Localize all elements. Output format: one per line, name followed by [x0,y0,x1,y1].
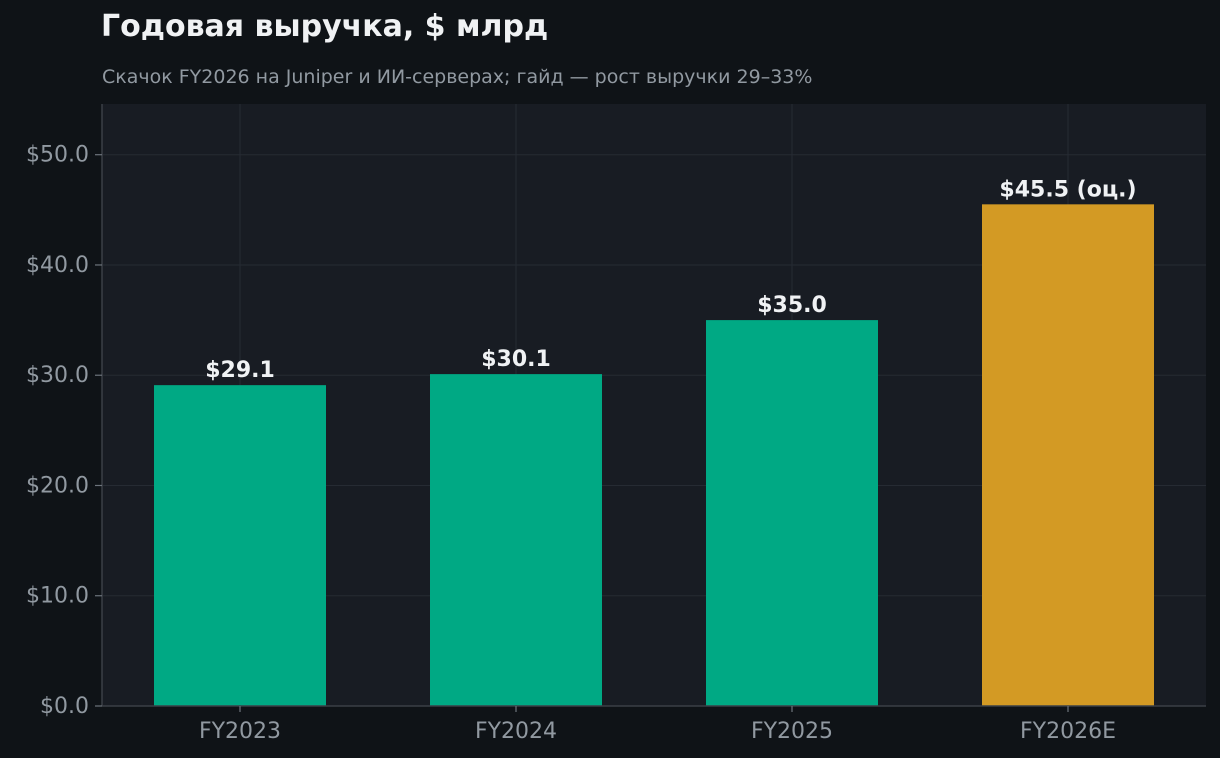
y-tick-label: $20.0 [26,473,89,498]
bar-fy2025 [706,320,878,706]
bar-fy2026e [982,204,1154,707]
chart-subtitle: Скачок FY2026 на Juniper и ИИ-серверах; … [102,66,813,88]
bar-value-label: $30.1 [481,347,551,372]
x-tick-label: FY2025 [751,719,833,744]
y-tick-label: $40.0 [26,253,89,278]
y-tick-label: $0.0 [40,694,89,719]
bar-value-label: $45.5 (оц.) [999,177,1136,202]
bar-value-label: $29.1 [205,358,275,383]
chart-title: Годовая выручка, $ млрд [101,9,549,44]
x-tick-label: FY2024 [475,719,557,744]
x-tick-label: FY2026E [1020,719,1116,744]
x-tick-label: FY2023 [199,719,281,744]
y-tick-label: $10.0 [26,584,89,609]
y-tick-label: $30.0 [26,363,89,388]
bar-fy2024 [430,374,602,706]
bar-value-label: $35.0 [757,293,827,318]
bar-fy2023 [154,385,326,706]
y-tick-label: $50.0 [26,143,89,168]
